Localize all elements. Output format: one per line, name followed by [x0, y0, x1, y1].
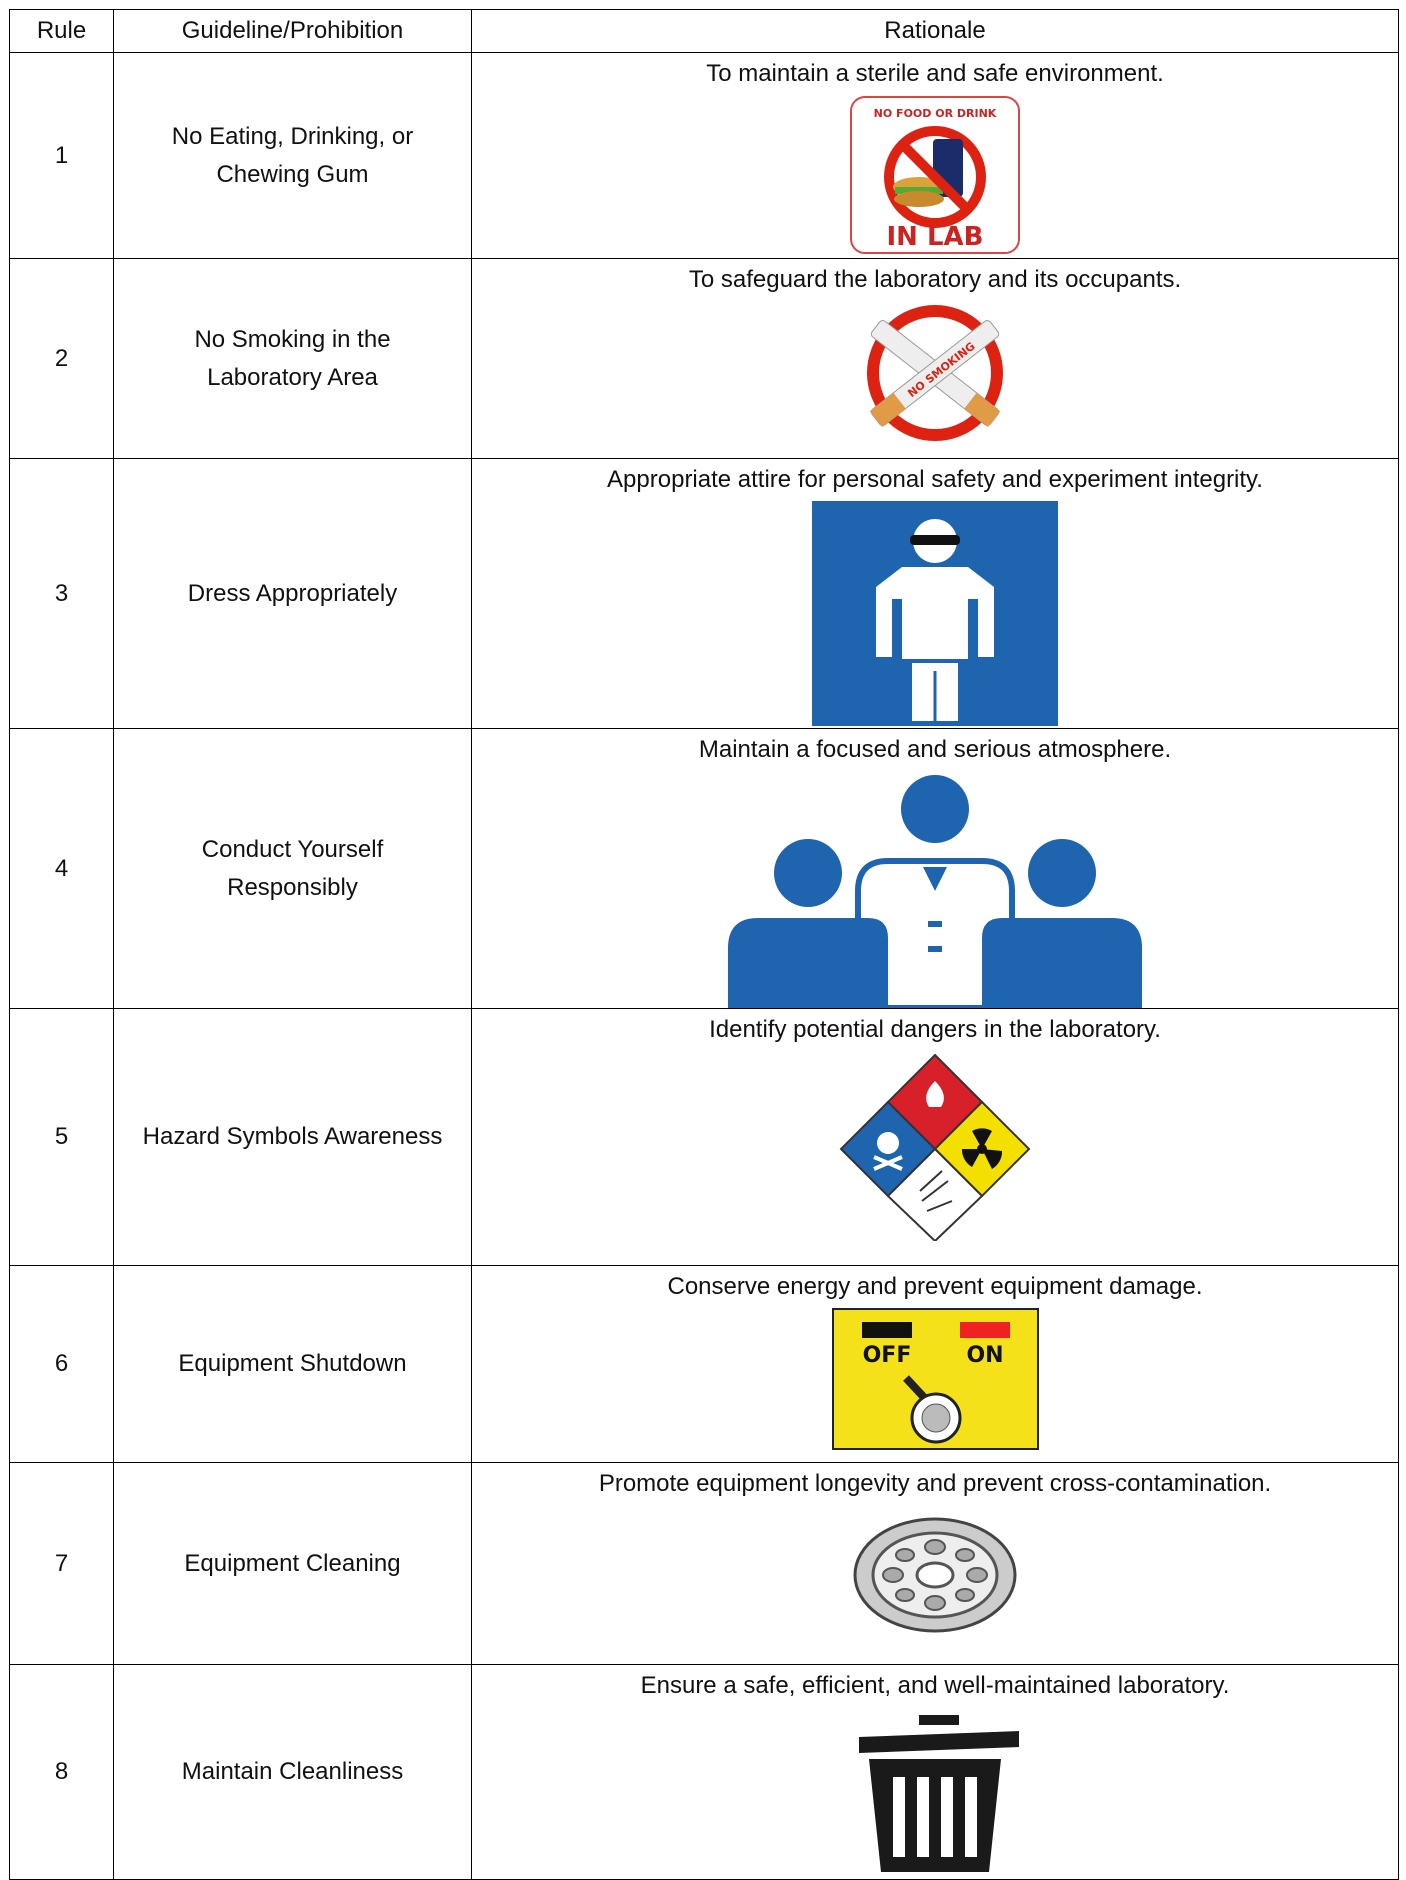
rationale: Conserve energy and prevent equipment da… — [667, 1273, 1203, 1300]
guideline-line: Chewing Gum — [216, 160, 369, 188]
rule-row: 5 Hazard Symbols Awareness Identify pote… — [9, 1008, 1399, 1266]
rationale-cell: To safeguard the laboratory and its occu… — [471, 258, 1399, 459]
hazard-icon — [839, 1053, 1031, 1241]
rationale-cell: Maintain a focused and serious atmospher… — [471, 728, 1399, 1009]
icon-text: OFF — [862, 1343, 911, 1368]
guideline-line: Maintain Cleanliness — [181, 1758, 404, 1785]
rationale: To maintain a sterile and safe environme… — [706, 60, 1164, 87]
guideline-line: Laboratory Area — [207, 363, 378, 391]
rules-table: Rule Guideline/Prohibition Rationale 1 N… — [9, 9, 1399, 1880]
switch-icon: OFF ON — [831, 1308, 1039, 1450]
guideline: Equipment Cleaning — [113, 1462, 472, 1665]
header-cell: Guideline/Prohibition — [113, 9, 472, 53]
rationale-cell: Ensure a safe, efficient, and well-maint… — [471, 1664, 1399, 1880]
guideline: Maintain Cleanliness — [113, 1664, 472, 1880]
trash-icon — [859, 1715, 1019, 1872]
rule-number: 6 — [9, 1265, 114, 1463]
header-row: Rule Guideline/Prohibition Rationale — [9, 9, 1399, 53]
rule-row: 2 No Smoking in the Laboratory Area To sa… — [9, 258, 1399, 459]
guideline-line: Equipment Shutdown — [178, 1350, 407, 1377]
rationale: Appropriate attire for personal safety a… — [607, 466, 1263, 493]
guideline-line: No Eating, Drinking, or — [171, 122, 414, 150]
rationale-cell: To maintain a sterile and safe environme… — [471, 52, 1399, 259]
rationale-cell: Appropriate attire for personal safety a… — [471, 458, 1399, 729]
rationale: Identify potential dangers in the labora… — [709, 1016, 1161, 1043]
guideline: Equipment Shutdown — [113, 1265, 472, 1463]
rationale: Maintain a focused and serious atmospher… — [698, 736, 1172, 763]
rule-row: 7 Equipment Cleaning Promote equipment l… — [9, 1462, 1399, 1665]
header-cell: Rationale — [471, 9, 1399, 53]
no-smoking-icon: NO SMOKING — [866, 305, 1003, 441]
rationale: Promote equipment longevity and prevent … — [598, 1470, 1272, 1497]
people-icon — [728, 775, 1142, 1008]
rationale: Ensure a safe, efficient, and well-maint… — [640, 1672, 1230, 1699]
icon-text: NO FOOD OR DRINK — [874, 107, 997, 120]
icon-text: ON — [966, 1343, 1003, 1368]
guideline-line: No Smoking in the — [194, 325, 391, 353]
lab-coat-icon — [812, 501, 1058, 726]
rationale: To safeguard the laboratory and its occu… — [688, 266, 1182, 293]
rule-number: 7 — [9, 1462, 114, 1665]
rationale-cell: Promote equipment longevity and prevent … — [471, 1462, 1399, 1665]
header-cell: Rule — [9, 9, 114, 53]
rule-number: 8 — [9, 1664, 114, 1880]
guideline-line: Dress Appropriately — [187, 579, 398, 607]
rationale-cell: Conserve energy and prevent equipment da… — [471, 1265, 1399, 1463]
guideline: No Eating, Drinking, or Chewing Gum — [113, 52, 472, 259]
rationale-cell: Identify potential dangers in the labora… — [471, 1008, 1399, 1266]
guideline: Dress Appropriately — [113, 458, 472, 729]
rule-number: 4 — [9, 728, 114, 1009]
icon-text: IN LAB — [887, 222, 984, 252]
rule-number: 5 — [9, 1008, 114, 1266]
guideline: No Smoking in the Laboratory Area — [113, 258, 472, 459]
rule-row: 3 Dress Appropriately Appropriate attire… — [9, 458, 1399, 729]
guideline: Hazard Symbols Awareness — [113, 1008, 472, 1266]
no-food-icon: NO FOOD OR DRINK IN LAB — [850, 96, 1020, 254]
guideline-line: Equipment Cleaning — [184, 1549, 401, 1577]
guideline-line: Hazard Symbols Awareness — [142, 1123, 443, 1150]
rule-row: 6 Equipment Shutdown Conserve energy and… — [9, 1265, 1399, 1463]
rule-number: 3 — [9, 458, 114, 729]
guideline-line: Responsibly — [227, 873, 358, 901]
guideline-line: Conduct Yourself — [201, 835, 384, 863]
rule-number: 1 — [9, 52, 114, 259]
rule-row: 1 No Eating, Drinking, or Chewing Gum To … — [9, 52, 1399, 259]
guideline: Conduct Yourself Responsibly — [113, 728, 472, 1009]
rule-row: 8 Maintain Cleanliness Ensure a safe, ef… — [9, 1664, 1399, 1880]
rule-number: 2 — [9, 258, 114, 459]
drain-icon — [853, 1517, 1017, 1633]
rule-row: 4 Conduct Yourself Responsibly Maintain a… — [9, 728, 1399, 1009]
